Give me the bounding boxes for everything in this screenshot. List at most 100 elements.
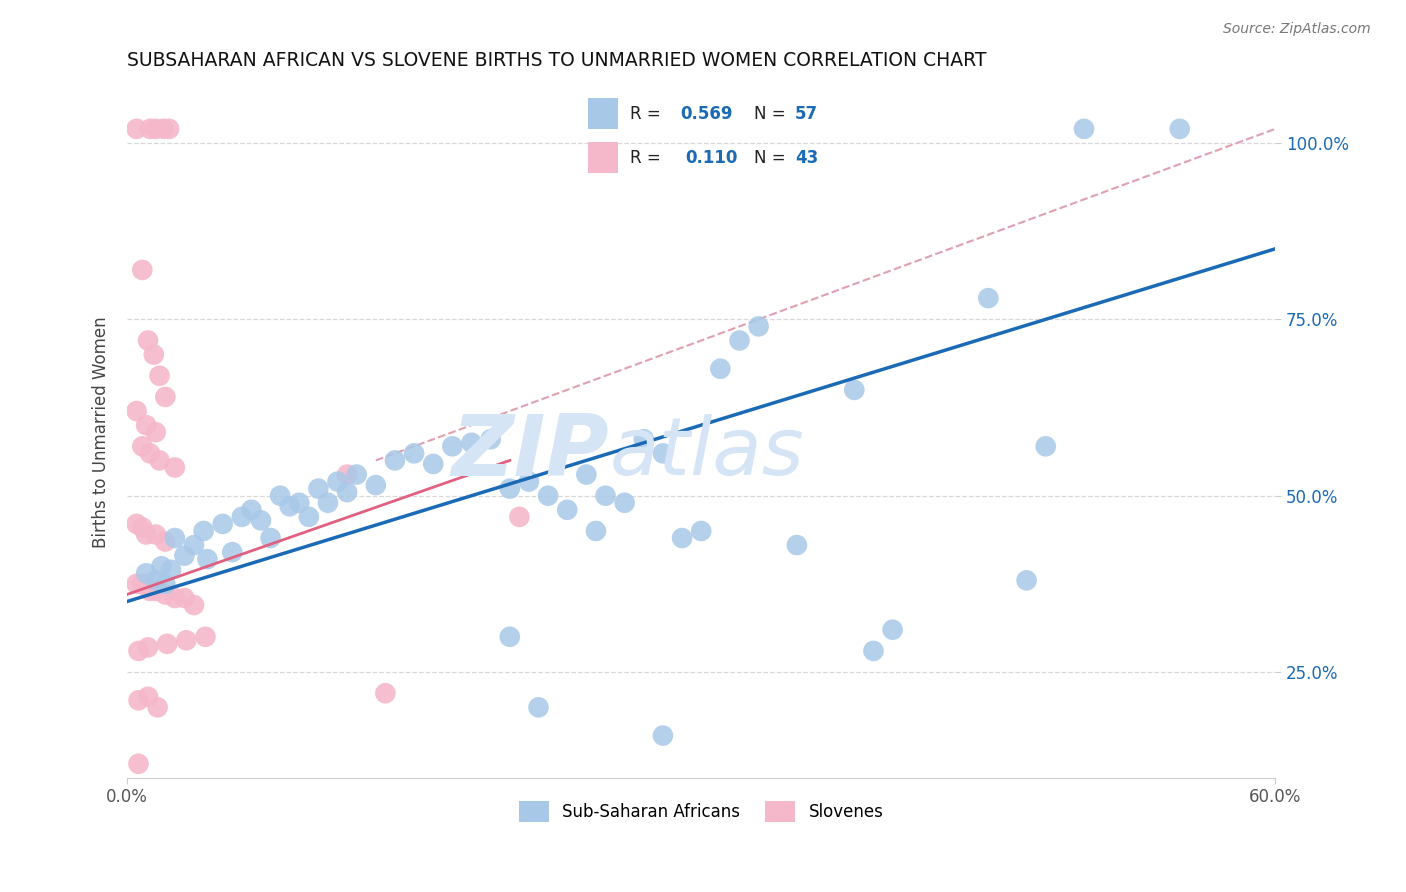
Point (651, 729, 673, 743)
Point (728, 334, 751, 348)
Point (125, 516, 148, 531)
Text: N =: N = (754, 149, 790, 167)
Point (127, 756, 149, 771)
Point (125, 577, 148, 591)
Text: 43: 43 (794, 149, 818, 167)
Point (183, 598, 205, 612)
Point (183, 538, 205, 552)
Text: SUBSAHARAN AFRICAN VS SLOVENE BIRTHS TO UNMARRIED WOMEN CORRELATION CHART: SUBSAHARAN AFRICAN VS SLOVENE BIRTHS TO … (127, 51, 987, 70)
Point (671, 531, 693, 545)
Point (145, 527, 167, 541)
Point (422, 457, 444, 471)
Point (139, 583, 162, 598)
Point (690, 524, 713, 538)
Point (1168, 121, 1191, 136)
Point (307, 482, 329, 496)
Point (651, 446, 673, 460)
Point (240, 503, 263, 517)
FancyBboxPatch shape (588, 97, 617, 129)
Point (844, 383, 866, 397)
Point (882, 623, 904, 637)
Point (499, 630, 522, 644)
Point (517, 475, 540, 489)
Point (148, 368, 170, 383)
Point (613, 496, 636, 510)
Text: ZIP: ZIP (451, 411, 609, 494)
Point (131, 263, 153, 277)
Point (479, 432, 502, 446)
Point (1073, 121, 1095, 136)
Text: R =: R = (630, 149, 671, 167)
Point (163, 460, 186, 475)
Point (384, 453, 406, 467)
Point (499, 482, 522, 496)
Point (145, 583, 167, 598)
Point (316, 496, 339, 510)
Point (136, 640, 159, 655)
Point (127, 644, 149, 658)
Point (131, 439, 153, 453)
Point (152, 121, 174, 136)
Point (194, 630, 217, 644)
Point (1035, 439, 1057, 453)
Point (460, 435, 482, 450)
Text: Source: ZipAtlas.com: Source: ZipAtlas.com (1223, 22, 1371, 37)
Point (250, 513, 273, 527)
Point (163, 591, 186, 605)
FancyBboxPatch shape (588, 142, 617, 173)
Point (155, 534, 177, 549)
Point (135, 418, 157, 433)
Point (211, 516, 233, 531)
Point (709, 361, 731, 376)
Point (193, 524, 215, 538)
Point (336, 485, 359, 500)
Point (508, 509, 530, 524)
Point (585, 524, 607, 538)
Point (346, 467, 368, 482)
Point (157, 121, 180, 136)
Point (633, 432, 655, 446)
Point (404, 446, 426, 460)
Point (278, 500, 301, 514)
Point (221, 545, 243, 559)
Point (298, 509, 321, 524)
Point (527, 700, 550, 714)
Point (336, 467, 359, 482)
Point (786, 538, 808, 552)
Point (155, 587, 177, 601)
Point (173, 591, 195, 605)
Point (156, 637, 179, 651)
Point (748, 319, 770, 334)
Point (136, 690, 159, 704)
Point (145, 425, 167, 440)
Point (125, 404, 148, 418)
Point (1015, 574, 1038, 588)
Legend: Sub-Saharan Africans, Slovenes: Sub-Saharan Africans, Slovenes (512, 795, 890, 829)
Point (125, 121, 148, 136)
Point (595, 489, 617, 503)
Point (269, 489, 291, 503)
Point (139, 121, 162, 136)
Point (197, 552, 219, 566)
Point (374, 686, 396, 700)
Point (537, 489, 560, 503)
Point (862, 644, 884, 658)
Point (259, 531, 281, 545)
Point (288, 496, 311, 510)
Text: 0.569: 0.569 (681, 105, 733, 123)
Point (160, 563, 183, 577)
Point (326, 475, 349, 489)
Point (135, 527, 157, 541)
Point (176, 633, 198, 648)
Point (136, 334, 159, 348)
Point (231, 509, 253, 524)
Point (139, 446, 162, 460)
Text: 57: 57 (794, 105, 818, 123)
Point (155, 390, 177, 404)
Point (148, 453, 170, 467)
Y-axis label: Births to Unmarried Women: Births to Unmarried Women (93, 317, 110, 548)
Point (364, 478, 387, 492)
Point (142, 348, 165, 362)
Text: N =: N = (754, 105, 790, 123)
Point (131, 577, 153, 591)
